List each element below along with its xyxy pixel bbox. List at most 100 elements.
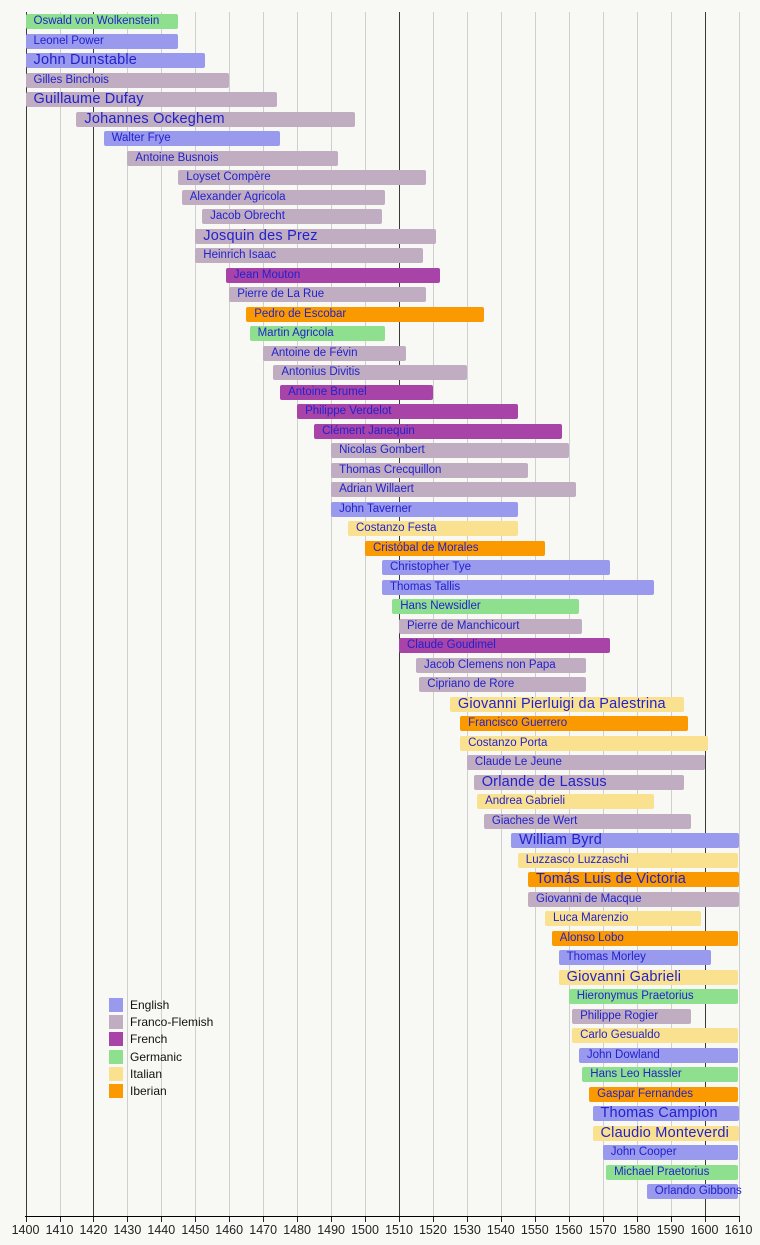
composer-bar[interactable]: Costanzo Festa [348, 521, 518, 536]
composer-bar[interactable]: Jacob Clemens non Papa [416, 657, 586, 673]
composer-bar[interactable]: Tomás Luis de Victoria [528, 872, 739, 887]
composer-bar[interactable]: John Cooper [602, 1145, 739, 1160]
composer-label: Gilles Binchois [33, 73, 109, 86]
composer-label: Claudio Monteverdi [600, 1124, 730, 1141]
composer-bar[interactable]: Orlando Gibbons [646, 1184, 742, 1199]
composer-bar[interactable]: Jacob Obrecht [202, 209, 382, 224]
composer-bar[interactable]: John Dunstable [25, 52, 206, 68]
composer-bar[interactable]: Thomas Crecquillon [331, 462, 528, 478]
axis-tick [25, 1217, 27, 1222]
composer-bar[interactable]: Cipriano de Rore [419, 677, 586, 692]
composer-bar[interactable]: Nicolas Gombert [331, 443, 569, 458]
composer-bar[interactable]: Thomas Morley [558, 950, 712, 965]
composer-bar[interactable]: Guillaume Dufay [25, 92, 277, 107]
composer-bar[interactable]: John Taverner [331, 501, 518, 517]
minor-gridline [263, 12, 265, 1216]
composer-bar[interactable]: Claude Goudimel [399, 638, 610, 653]
composer-bar[interactable]: Antonius Divitis [273, 365, 467, 380]
composer-bar[interactable]: Gilles Binchois [25, 72, 230, 88]
minor-gridline [127, 12, 129, 1216]
axis-tick-label: 1410 [45, 1223, 74, 1237]
composer-bar[interactable]: Clément Janequin [314, 423, 562, 439]
minor-gridline [602, 12, 604, 1216]
composer-bar[interactable]: Loyset Compère [178, 170, 427, 185]
composer-bar[interactable]: Andrea Gabrieli [477, 794, 654, 809]
composer-bar[interactable]: Giovanni Gabrieli [558, 969, 739, 985]
composer-bar[interactable]: Martin Agricola [249, 326, 386, 341]
composer-bar[interactable]: Michael Praetorius [606, 1164, 739, 1180]
composer-bar[interactable]: Orlande de Lassus [473, 774, 685, 790]
legend-label: Germanic [130, 1049, 183, 1064]
axis-tick [670, 1217, 672, 1222]
axis-tick-label: 1600 [690, 1223, 719, 1237]
composer-bar[interactable]: Philippe Rogier [572, 1008, 691, 1024]
composer-bar[interactable]: Oswald von Wolkenstein [25, 14, 179, 29]
major-gridline [704, 12, 706, 1216]
composer-bar[interactable]: John Dowland [578, 1047, 739, 1063]
composer-bar[interactable]: Leonel Power [25, 33, 179, 49]
composer-bar[interactable]: Hieronymus Praetorius [568, 989, 739, 1004]
composer-bar[interactable]: Claude Le Jeune [466, 755, 705, 770]
composer-bar[interactable]: Carlo Gesualdo [572, 1028, 739, 1043]
composer-label: Christopher Tye [390, 561, 471, 573]
composer-bar[interactable]: Hans Leo Hassler [582, 1067, 739, 1082]
minor-gridline [297, 12, 299, 1216]
composer-bar[interactable]: William Byrd [511, 833, 739, 848]
composer-bar[interactable]: Walter Frye [103, 131, 281, 146]
composer-bar[interactable]: Josquin des Prez [195, 228, 437, 244]
composer-bar[interactable]: Hans Newsidler [392, 599, 579, 614]
composer-bar[interactable]: Philippe Verdelot [297, 404, 518, 419]
composer-label: John Cooper [610, 1146, 677, 1158]
composer-bar[interactable]: Claudio Monteverdi [592, 1124, 739, 1141]
composer-bar[interactable]: Thomas Tallis [382, 579, 654, 595]
composer-bar[interactable]: Alonso Lobo [551, 930, 739, 946]
composer-label: Philippe Verdelot [305, 405, 392, 417]
composer-bar[interactable]: Christopher Tye [382, 560, 610, 575]
composer-label: Pedro de Escobar [254, 307, 347, 320]
minor-gridline [331, 12, 333, 1216]
composer-bar[interactable]: Pierre de La Rue [229, 287, 427, 302]
composer-bar[interactable]: Francisco Guerrero [460, 716, 688, 731]
composer-label: John Dunstable [33, 52, 138, 68]
composer-bar[interactable]: Gaspar Fernandes [589, 1086, 739, 1102]
composer-bar[interactable]: Pedro de Escobar [246, 306, 484, 322]
composer-bar[interactable]: Heinrich Isaac [195, 248, 423, 263]
composer-bar[interactable]: Jean Mouton [225, 267, 440, 283]
axis-tick-label: 1580 [622, 1223, 651, 1237]
composer-label: Alonso Lobo [559, 931, 624, 944]
composer-bar[interactable]: Thomas Campion [592, 1106, 739, 1121]
composer-label: Antoine Busnois [135, 151, 219, 164]
axis-tick-label: 1460 [215, 1223, 244, 1237]
composer-label: Hieronymus Praetorius [576, 990, 694, 1002]
composer-bar[interactable]: Giovanni de Macque [528, 891, 739, 907]
composer-label: Loyset Compère [186, 171, 271, 183]
composer-bar[interactable]: Giovanni Pierluigi da Palestrina [449, 696, 685, 712]
composer-bar[interactable]: Adrian Willaert [331, 482, 576, 497]
composer-bar[interactable]: Luca Marenzio [545, 911, 702, 926]
composer-bar[interactable]: Luzzasco Luzzaschi [517, 852, 739, 868]
composer-bar[interactable]: Costanzo Porta [460, 735, 708, 751]
composer-bar[interactable]: Giaches de Wert [483, 813, 691, 829]
axis-tick-label: 1550 [520, 1223, 549, 1237]
composer-label: Giovanni de Macque [536, 892, 642, 905]
composer-bar[interactable]: Cristóbal de Morales [365, 540, 545, 556]
composer-label: Giaches de Wert [491, 814, 578, 827]
minor-gridline [670, 12, 672, 1216]
minor-gridline [636, 12, 638, 1216]
legend-label: French [130, 1032, 168, 1047]
composer-bar[interactable]: Johannes Ockeghem [76, 111, 355, 127]
composer-label: Cipriano de Rore [427, 678, 515, 690]
composer-bar[interactable]: Antoine de Févin [263, 345, 406, 361]
composer-label: Heinrich Isaac [203, 249, 277, 261]
axis-tick [93, 1217, 95, 1222]
composer-label: Antoine Brumel [288, 385, 367, 398]
composer-bar[interactable]: Antoine Busnois [127, 150, 338, 166]
minor-gridline [365, 12, 366, 1216]
composer-label: Jacob Obrecht [210, 210, 285, 222]
composer-label: William Byrd [519, 832, 602, 848]
composer-bar[interactable]: Alexander Agricola [181, 189, 386, 205]
composer-bar[interactable]: Pierre de Manchicourt [399, 618, 583, 634]
minor-gridline [738, 12, 740, 1216]
axis-tick-label: 1540 [486, 1223, 515, 1237]
composer-bar[interactable]: Antoine Brumel [280, 384, 433, 400]
